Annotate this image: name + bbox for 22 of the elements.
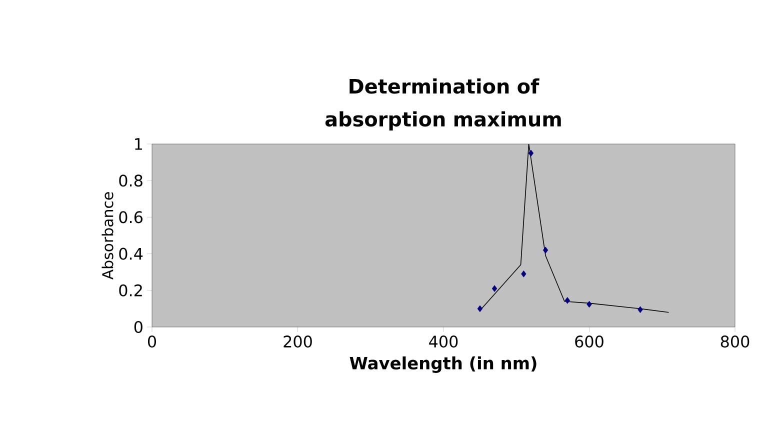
x-tick-label: 600 [575,336,604,348]
y-tick-label: 0.6 [119,211,142,224]
x-tick-label: 400 [429,336,458,348]
chart-title: Determination of absorption maximum [325,78,561,130]
y-tick-label: 0.4 [119,248,143,260]
x-axis-title: Wavelength (in nm) [350,356,536,373]
y-tick-label: 1 [135,138,142,150]
point [477,305,483,312]
point [638,306,643,313]
x-tick-label: 800 [720,336,750,348]
y-axis-title: Absorbance [102,192,114,280]
x-tick-label: 200 [284,336,312,348]
y-tick-label: 0.8 [119,174,142,187]
point [586,300,592,308]
point [528,150,534,157]
x-tick-label: 0 [148,336,156,348]
point [492,285,498,292]
y-tick-label: 0.2 [119,284,142,296]
point [542,246,548,254]
y-tick-label: 0 [134,320,142,334]
point [564,297,570,304]
point [521,270,526,278]
